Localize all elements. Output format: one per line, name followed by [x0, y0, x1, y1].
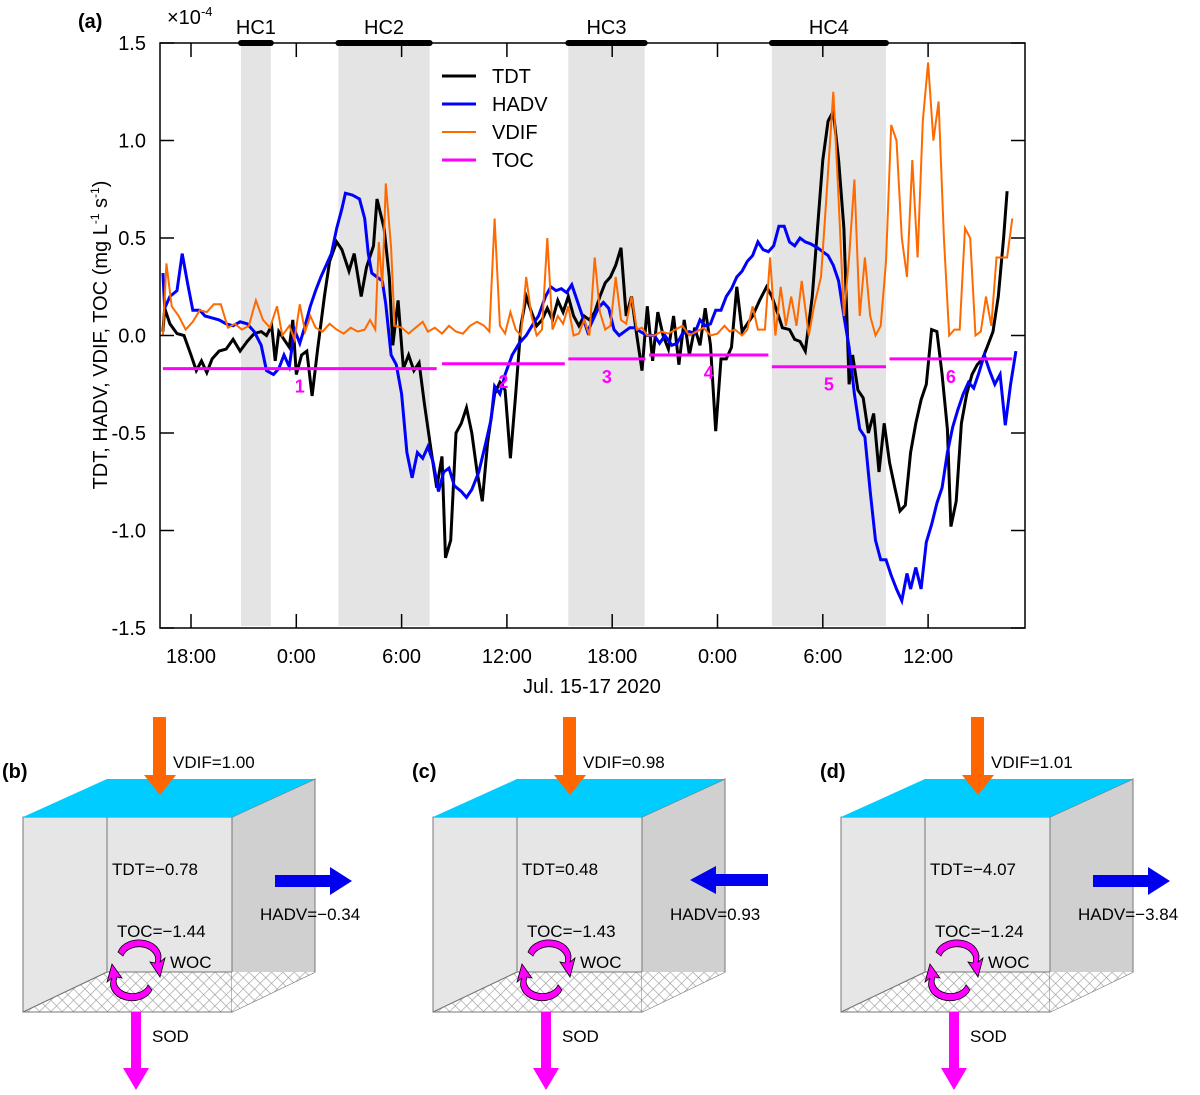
y-tick-label: -1.0 [112, 521, 146, 543]
vdif-label: VDIF=1.01 [991, 753, 1073, 772]
x-axis-label: Jul. 15-17 2020 [523, 676, 661, 698]
toc-label: TOC=−1.43 [527, 922, 616, 941]
exponent-label: ×10-4 [167, 4, 213, 29]
y-tick-label: 0.0 [118, 326, 146, 348]
woc-label: WOC [988, 953, 1030, 972]
x-tick-label: 18:00 [587, 646, 637, 668]
hadv-arrow-icon [690, 866, 768, 894]
box-floor-right [642, 972, 725, 1012]
y-tick-label: -0.5 [112, 423, 146, 445]
legend-label-tdt: TDT [492, 66, 531, 88]
budget-diagram-d: VDIF=1.01 (d) TDT=−4.07 HADV=−3.84 TOC=−… [818, 700, 1200, 1090]
x-tick-label: 18:00 [166, 646, 216, 668]
hadv-label: HADV=−3.84 [1078, 905, 1178, 924]
toc-segment-label-4: 4 [704, 363, 714, 383]
panel-label-a: (a) [78, 11, 102, 33]
tdt-label: TDT=−0.78 [112, 860, 198, 879]
toc-label: TOC=−1.24 [935, 922, 1024, 941]
series-lines [161, 62, 1018, 606]
panel-label: (c) [412, 761, 436, 783]
water-surface [841, 779, 1133, 817]
sod-label: SOD [562, 1027, 599, 1046]
y-tick-label: 1.0 [118, 131, 146, 153]
legend: TDT HADV VDIF TOC [442, 66, 548, 172]
toc-segment-label-1: 1 [295, 377, 305, 397]
water-surface [433, 779, 725, 817]
hc-label-hc1: HC1 [236, 17, 276, 39]
y-tick-label: -1.5 [112, 618, 146, 640]
vdif-arrow-icon [144, 717, 176, 795]
hc-label-hc3: HC3 [586, 17, 626, 39]
legend-label-vdif: VDIF [492, 122, 538, 144]
woc-cycle-icon [106, 939, 166, 1002]
woc-label: WOC [580, 953, 622, 972]
toc-segment-label-2: 2 [498, 372, 508, 392]
shaded-period-hc2 [338, 43, 430, 626]
sod-arrow-icon [123, 1012, 149, 1090]
toc-segment-label-5: 5 [824, 375, 834, 395]
hadv-label: HADV=0.93 [670, 905, 760, 924]
vdif-arrow-icon [554, 717, 586, 795]
panel-label: (d) [820, 761, 846, 783]
shaded-periods [241, 43, 886, 626]
vdif-label: VDIF=1.00 [173, 753, 255, 772]
box-floor-right [1050, 972, 1133, 1012]
x-tick-label: 12:00 [482, 646, 532, 668]
y-tick-label: 0.5 [118, 228, 146, 250]
toc-segment-label-3: 3 [602, 367, 612, 387]
legend-label-toc: TOC [492, 150, 534, 172]
hc-label-hc2: HC2 [364, 17, 404, 39]
toc-label: TOC=−1.44 [117, 922, 206, 941]
hc-label-hc4: HC4 [809, 17, 849, 39]
hadv-arrow-icon [275, 867, 352, 895]
x-tick-label: 6:00 [382, 646, 421, 668]
budget-diagram-c: VDIF=0.98 (c) TDT=0.48 HADV=0.93 TOC=−1.… [410, 700, 810, 1090]
legend-label-hadv: HADV [492, 94, 548, 116]
vdif-label: VDIF=0.98 [583, 753, 665, 772]
x-tick-label: 0:00 [698, 646, 737, 668]
axes: -1.5 -1.0 -0.5 0.0 0.5 1.0 1.5 18:00 0:00 6:00 12:… [112, 33, 1025, 668]
sod-arrow-icon [533, 1012, 559, 1090]
sod-arrow-icon [941, 1012, 967, 1090]
series-line-tdt [161, 106, 1009, 559]
tdt-label: TDT=−4.07 [930, 860, 1016, 879]
shaded-period-hc4 [771, 43, 886, 626]
hc-period-bars: HC1 HC2 HC3 HC4 [236, 17, 889, 46]
vdif-arrow-icon [962, 717, 994, 795]
x-tick-label: 12:00 [903, 646, 953, 668]
woc-cycle-icon [516, 939, 576, 1002]
hadv-label: HADV=−0.34 [260, 905, 360, 924]
toc-segments: 1 2 3 4 5 6 [162, 353, 1013, 397]
x-tick-label: 0:00 [277, 646, 316, 668]
hadv-arrow-icon [1093, 867, 1170, 895]
toc-segment-label-6: 6 [946, 367, 956, 387]
woc-cycle-icon [924, 939, 984, 1002]
y-tick-label: 1.5 [118, 33, 146, 55]
panel-label: (b) [2, 761, 28, 783]
time-series-chart: HC1 HC2 HC3 HC4 1 2 3 4 5 6 -1.5 -1.0 -0.5 0.0 0.5 1.… [78, 4, 1026, 698]
budget-diagram-b: VDIF=1.00 (b) TDT=−0.78 HADV=−0.34 TOC=−… [0, 700, 400, 1090]
y-axis-label: TDT, HADV, VDIF, TOC (mg L-1 s-1) [88, 181, 112, 490]
series-line-vdif [161, 62, 1014, 344]
series-line-hadv [161, 191, 1018, 606]
shaded-period-hc3 [568, 43, 645, 626]
box-floor-right [232, 972, 315, 1012]
x-tick-label: 6:00 [803, 646, 842, 668]
sod-label: SOD [152, 1027, 189, 1046]
water-surface [23, 779, 315, 817]
woc-label: WOC [170, 953, 212, 972]
tdt-label: TDT=0.48 [522, 860, 598, 879]
sod-label: SOD [970, 1027, 1007, 1046]
